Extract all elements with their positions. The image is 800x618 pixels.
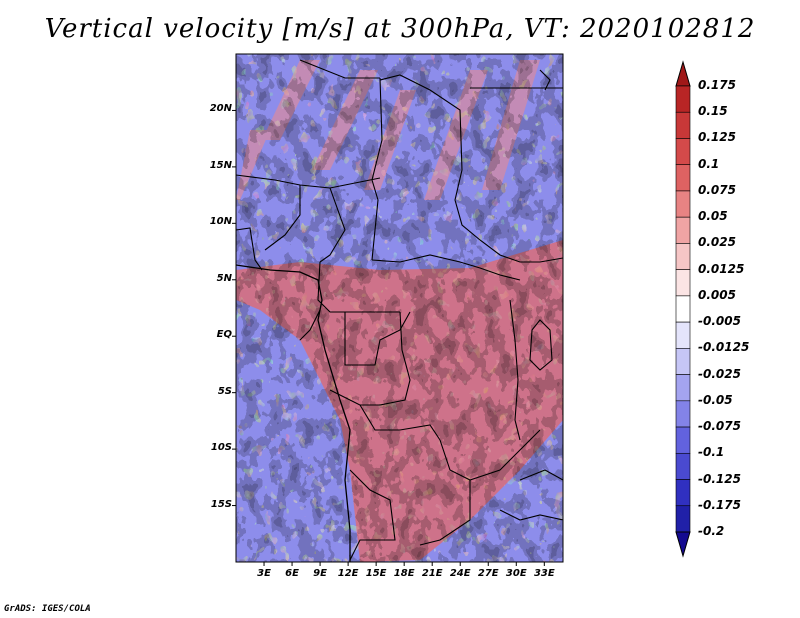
coastline [236,264,351,562]
colorbar-label: 0.05 [698,209,728,224]
lon-label: 6E [285,568,299,579]
colorbar-label: -0.075 [698,419,741,434]
colorbar-swatch [675,426,691,454]
colorbar-label: 0.005 [698,287,736,302]
colorbar-label: 0.075 [698,182,736,197]
colorbar-label: 0.1 [698,156,720,171]
lat-label: 15S [210,498,232,510]
colorbar-swatch [675,452,691,480]
colorbar-label: 0.125 [698,130,736,145]
lon-label: 30E [505,568,527,579]
colorbar-swatch [675,164,691,192]
colorbar-label: 0.15 [698,104,728,119]
colorbar-swatch [675,400,691,428]
colorbar-label: 0.0125 [698,261,745,276]
colorbar-label: -0.05 [698,392,733,407]
colorbar-label: -0.005 [698,314,741,329]
colorbar-label: -0.025 [698,366,741,381]
colorbar-max-triangle [675,60,691,87]
lon-label: 18E [393,568,415,579]
colorbar-swatch [675,505,691,533]
colorbar-label: -0.1 [698,445,725,460]
map-frame [235,53,564,563]
country-borders [236,59,563,561]
lat-label: 5N [216,272,232,284]
vertical-velocity-field [236,54,563,562]
lat-label: 5S [217,385,232,397]
colorbar-label: -0.125 [698,471,741,486]
colorbar-label: -0.175 [698,497,741,512]
colorbar-swatch [675,138,691,166]
colorbar-swatch [675,111,691,139]
grads-credit: GrADS: IGES/COLA [4,604,91,614]
lon-label: 27E [477,568,499,579]
lat-ticks [232,109,236,507]
colorbar-swatch [675,321,691,349]
lon-label: 21E [421,568,443,579]
lon-label: 12E [337,568,359,579]
colorbar-swatch [675,374,691,402]
lon-ticks [263,562,545,566]
lat-label: 15N [209,159,232,171]
lon-label: 9E [313,568,327,579]
lon-label: 15E [365,568,387,579]
colorbar-swatch [675,295,691,323]
colorbar-label: -0.2 [698,524,725,538]
colorbar-label: 0.175 [698,78,736,92]
map-title: Vertical velocity [m/s] at 300hPa, VT: 2… [44,14,756,44]
colorbar-swatch [675,348,691,375]
colorbar-swatch [675,85,691,113]
colorbar-swatch [675,243,691,270]
colorbar-min-triangle [675,531,691,558]
colorbar-swatch [675,269,691,297]
lat-label: EQ [216,329,232,341]
colorbar-swatch [675,479,691,507]
colorbar-label: 0.025 [698,235,736,250]
colorbar-label: -0.0125 [698,340,750,355]
colorbar-swatch [675,190,691,218]
lon-label: 24E [449,568,471,579]
lon-label: 33E [533,568,555,579]
lon-label: 3E [257,568,271,579]
lat-label: 20N [209,103,232,115]
colorbar-swatch [675,216,691,244]
lat-label: 10N [209,216,232,228]
colorbar [675,60,691,558]
lat-label: 10S [210,442,232,454]
